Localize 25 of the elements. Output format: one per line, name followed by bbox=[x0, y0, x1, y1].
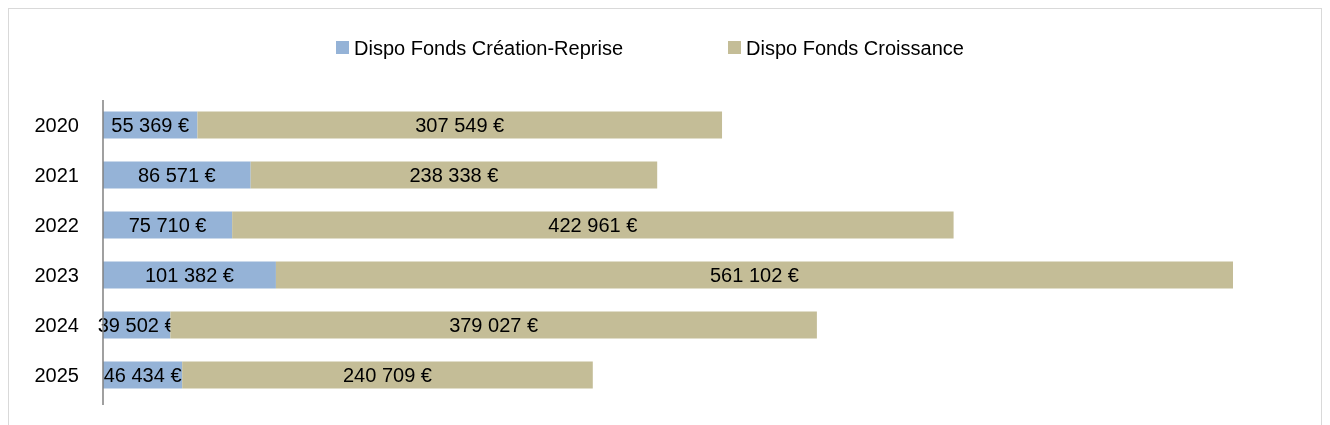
bar bbox=[170, 311, 817, 339]
y-tick-label: 2024 bbox=[34, 314, 79, 336]
data-label: 307 549 € bbox=[415, 114, 505, 136]
y-tick-label: 2021 bbox=[34, 164, 79, 186]
y-tick-label: 2023 bbox=[34, 264, 79, 286]
data-label: 86 571 € bbox=[137, 164, 216, 186]
data-label: 561 102 € bbox=[709, 264, 799, 286]
y-tick-label: 2022 bbox=[34, 214, 79, 236]
data-label: 379 027 € bbox=[449, 314, 539, 336]
data-label: 55 369 € bbox=[111, 114, 190, 136]
y-tick-label: 2025 bbox=[34, 364, 79, 386]
legend-label: Dispo Fonds Création-Reprise bbox=[354, 37, 624, 59]
data-label: 240 709 € bbox=[343, 364, 432, 386]
bar bbox=[182, 361, 593, 389]
data-label: 101 382 € bbox=[144, 264, 234, 286]
bar bbox=[197, 111, 723, 139]
bar bbox=[232, 211, 954, 239]
data-label: 422 961 € bbox=[548, 214, 638, 236]
bar bbox=[275, 261, 1233, 289]
bar bbox=[250, 161, 658, 189]
legend-label: Dispo Fonds Croissance bbox=[746, 37, 964, 59]
data-label: 46 434 € bbox=[103, 364, 182, 386]
data-label: 238 338 € bbox=[409, 164, 499, 186]
y-tick-label: 2020 bbox=[34, 114, 79, 136]
data-label: 75 710 € bbox=[128, 214, 207, 236]
